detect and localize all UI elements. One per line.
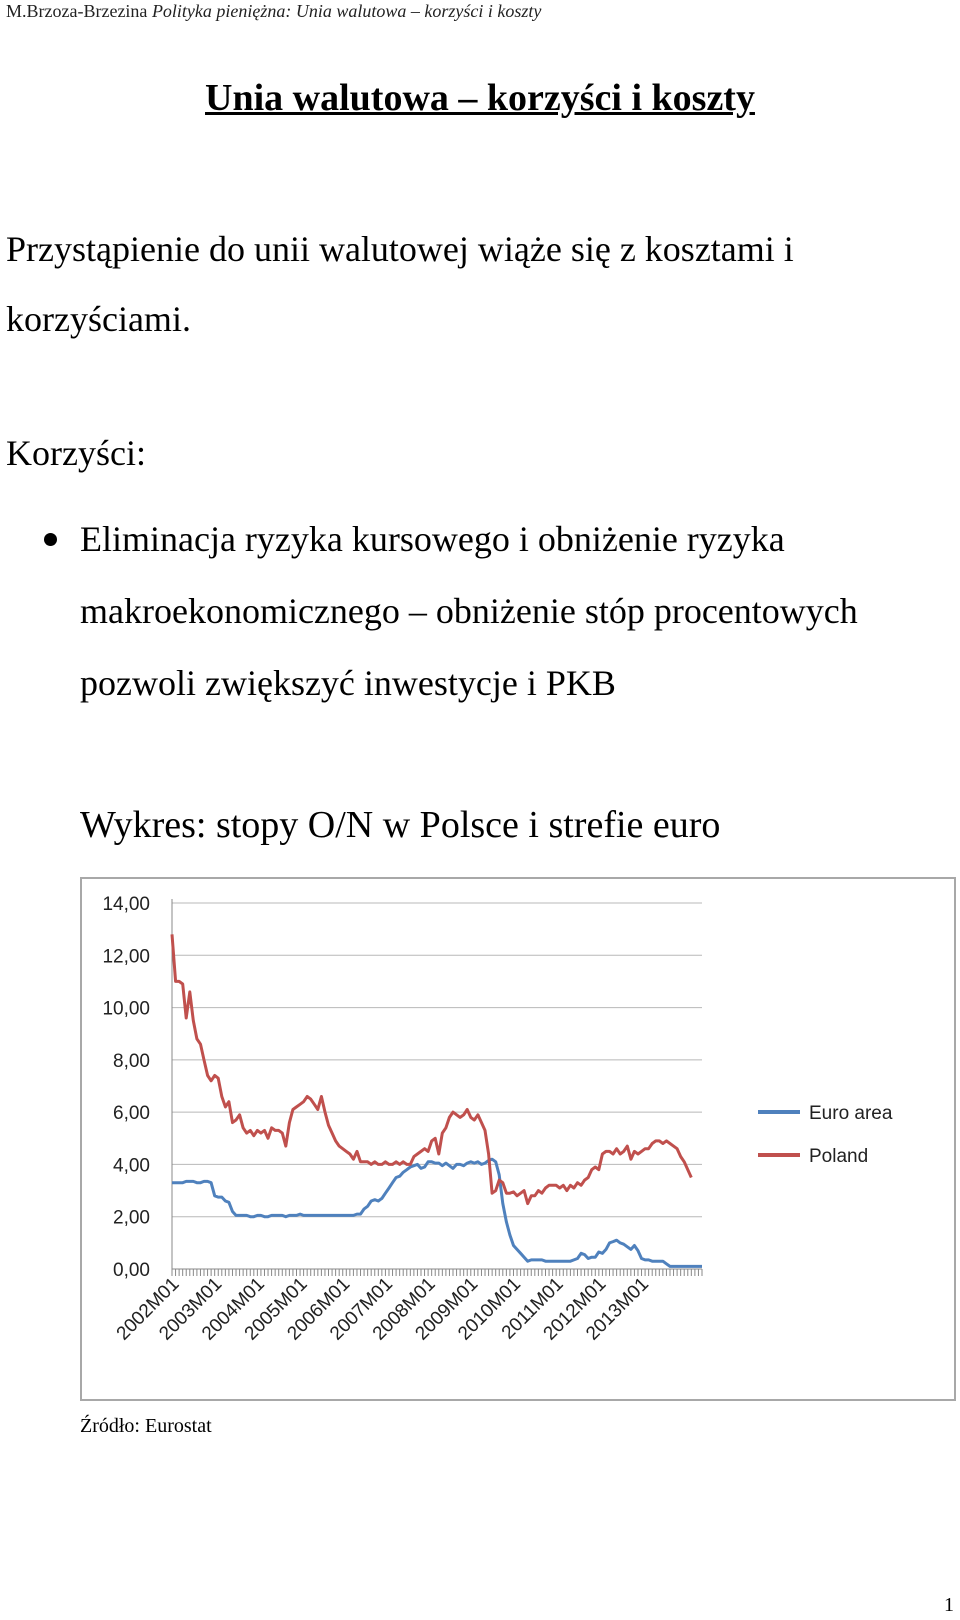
intro-paragraph: Przystąpienie do unii walutowej wiąże si…: [6, 229, 794, 339]
y-tick-label: 4,00: [113, 1155, 150, 1176]
benefits-heading: Korzyści:: [6, 433, 146, 473]
series-line-poland: [170, 934, 693, 1206]
page-number: 1: [944, 1594, 954, 1616]
y-tick-label: 14,00: [102, 894, 150, 915]
legend-label: Poland: [809, 1146, 868, 1167]
bullet-text: Eliminacja ryzyka kursowego i obniżenie …: [80, 519, 858, 703]
y-tick-label: 6,00: [113, 1103, 150, 1124]
running-header: M.Brzoza-Brzezina Polityka pieniężna: Un…: [6, 0, 541, 22]
y-tick-label: 0,00: [113, 1260, 150, 1281]
y-tick-label: 2,00: [113, 1208, 150, 1229]
benefits-list: Eliminacja ryzyka kursowego i obniżenie …: [0, 503, 960, 719]
source-note: Źródło: Eurostat: [80, 1415, 212, 1437]
y-tick-label: 10,00: [102, 999, 150, 1020]
y-tick-label: 12,00: [102, 946, 150, 967]
legend-label: Euro area: [809, 1103, 893, 1124]
list-item: Eliminacja ryzyka kursowego i obniżenie …: [0, 503, 960, 719]
bullet-icon: [44, 533, 57, 546]
header-work-title: Polityka pieniężna: Unia walutowa – korz…: [151, 1, 542, 21]
overnight-rates-chart: 0,002,004,006,008,0010,0012,0014,002002M…: [102, 894, 893, 1345]
page-title: Unia walutowa – korzyści i koszty: [205, 77, 755, 119]
y-tick-label: 8,00: [113, 1051, 150, 1072]
series-line-euro-area: [172, 1157, 702, 1268]
chart-frame: 0,00 2,00 4,00 6,00 8,00 10,00 12,00 14,00 2002M…: [80, 877, 956, 1401]
header-author: M.Brzoza-Brzezina: [6, 1, 148, 21]
chart-heading: Wykres: stopy O/N w Polsce i strefie eur…: [80, 804, 721, 846]
